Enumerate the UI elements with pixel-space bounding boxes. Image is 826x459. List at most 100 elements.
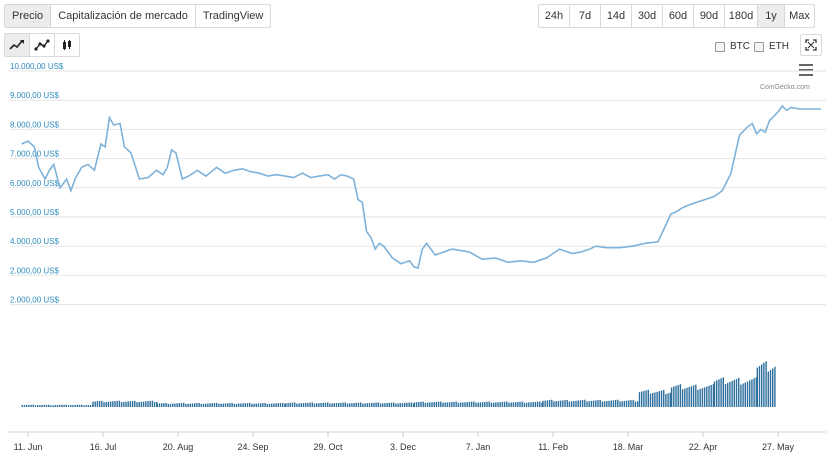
hamburger-menu-icon[interactable] (799, 64, 813, 76)
volume-bar (296, 403, 298, 407)
volume-bar (180, 403, 183, 407)
volume-bar (612, 400, 615, 407)
volume-bar (134, 400, 136, 407)
volume-bar (56, 405, 59, 407)
volume-bar (30, 404, 32, 407)
volume-bar (555, 401, 557, 407)
range-7d-button[interactable]: 7d (570, 5, 601, 27)
volume-bar (623, 400, 626, 407)
line-chart-icon (9, 40, 24, 50)
tab-capitalizacion[interactable]: Capitalización de mercado (51, 5, 196, 27)
volume-bar (656, 391, 658, 407)
x-tick-label: 22. Apr (689, 442, 718, 452)
range-14d-button[interactable]: 14d (601, 5, 632, 27)
range-90d-button[interactable]: 90d (694, 5, 725, 27)
legend-eth[interactable]: ETH (754, 41, 789, 52)
line-markers-chart-button[interactable] (30, 34, 55, 56)
legend-btc[interactable]: BTC (715, 41, 750, 52)
volume-bar (107, 401, 110, 407)
volume-bar (264, 403, 266, 407)
volume-bar (81, 404, 83, 407)
volume-bar (313, 403, 316, 407)
volume-bar (131, 401, 134, 407)
volume-bar (499, 402, 501, 407)
volume-bar (652, 393, 654, 407)
volume-bar (514, 402, 517, 407)
volume-bar (282, 402, 284, 407)
tab-precio[interactable]: Precio (5, 5, 52, 27)
volume-bar (279, 403, 282, 407)
y-tick-label: 10.000,00 US$ (10, 62, 64, 71)
volume-bar (83, 405, 85, 407)
volume-bar (647, 389, 649, 407)
volume-bar (142, 401, 145, 407)
volume-bar (630, 400, 632, 407)
volume-bar (375, 402, 377, 407)
volume-bar (437, 401, 440, 407)
volume-bars (21, 361, 776, 407)
btc-checkbox[interactable] (715, 41, 725, 52)
volume-bar (753, 378, 755, 407)
range-1y-button[interactable]: 1y (758, 5, 785, 27)
volume-bar (284, 403, 286, 407)
volume-bar (677, 385, 679, 407)
eth-checkbox[interactable] (754, 41, 764, 52)
volume-bar (74, 405, 76, 407)
range-max-button[interactable]: Max (789, 10, 810, 22)
volume-bar (216, 402, 218, 407)
volume-bar (763, 362, 765, 407)
volume-bar (320, 403, 322, 407)
volume-bar (751, 379, 753, 407)
volume-bar (145, 401, 147, 407)
volume-bar (329, 403, 331, 407)
volume-bar (684, 388, 686, 407)
fullscreen-icon (805, 39, 817, 51)
volume-bar (553, 401, 555, 407)
volume-bar (413, 402, 416, 407)
volume-bar (235, 403, 238, 407)
volume-bar (368, 403, 371, 407)
volume-bar (749, 380, 751, 407)
volume-bar (559, 400, 562, 407)
volume-bar (663, 390, 665, 407)
volume-bar (294, 402, 296, 407)
volume-bar (63, 404, 65, 407)
range-24h-button[interactable]: 24h (539, 5, 570, 27)
volume-bar (433, 402, 435, 407)
volume-bar (198, 403, 200, 407)
volume-bar (410, 402, 412, 407)
candlestick-chart-button[interactable] (55, 34, 79, 56)
volume-bar (468, 401, 471, 407)
volume-bar (649, 393, 652, 407)
volume-bar (23, 405, 26, 407)
volume-bar (735, 378, 738, 407)
range-60d-button[interactable]: 60d (663, 5, 694, 27)
volume-bar (727, 383, 729, 407)
volume-bar (105, 402, 107, 407)
legend-btc-label: BTC (730, 41, 750, 52)
volume-bar (628, 400, 630, 407)
line-chart-button[interactable] (5, 34, 30, 56)
volume-bar (205, 403, 207, 407)
y-tick-label: 9.000,00 US$ (10, 91, 59, 100)
volume-bar (220, 403, 222, 407)
volume-bar (373, 402, 375, 407)
volume-bar (641, 391, 643, 407)
volume-bar (242, 403, 244, 407)
volume-bar (588, 401, 590, 407)
volume-bar (140, 401, 143, 407)
volume-bar (667, 393, 669, 407)
legend-eth-label: ETH (769, 41, 789, 52)
volume-bar (581, 400, 584, 407)
volume-bar (619, 401, 621, 407)
volume-bar (384, 403, 386, 407)
volume-bar (360, 402, 362, 407)
tab-tradingview[interactable]: TradingView (202, 10, 264, 22)
range-180d-button[interactable]: 180d (725, 5, 758, 27)
volume-bar (362, 403, 364, 407)
volume-bar (475, 402, 477, 407)
fullscreen-button[interactable] (800, 34, 822, 56)
volume-bar (70, 405, 72, 407)
volume-bar (246, 403, 249, 407)
range-30d-button[interactable]: 30d (632, 5, 663, 27)
